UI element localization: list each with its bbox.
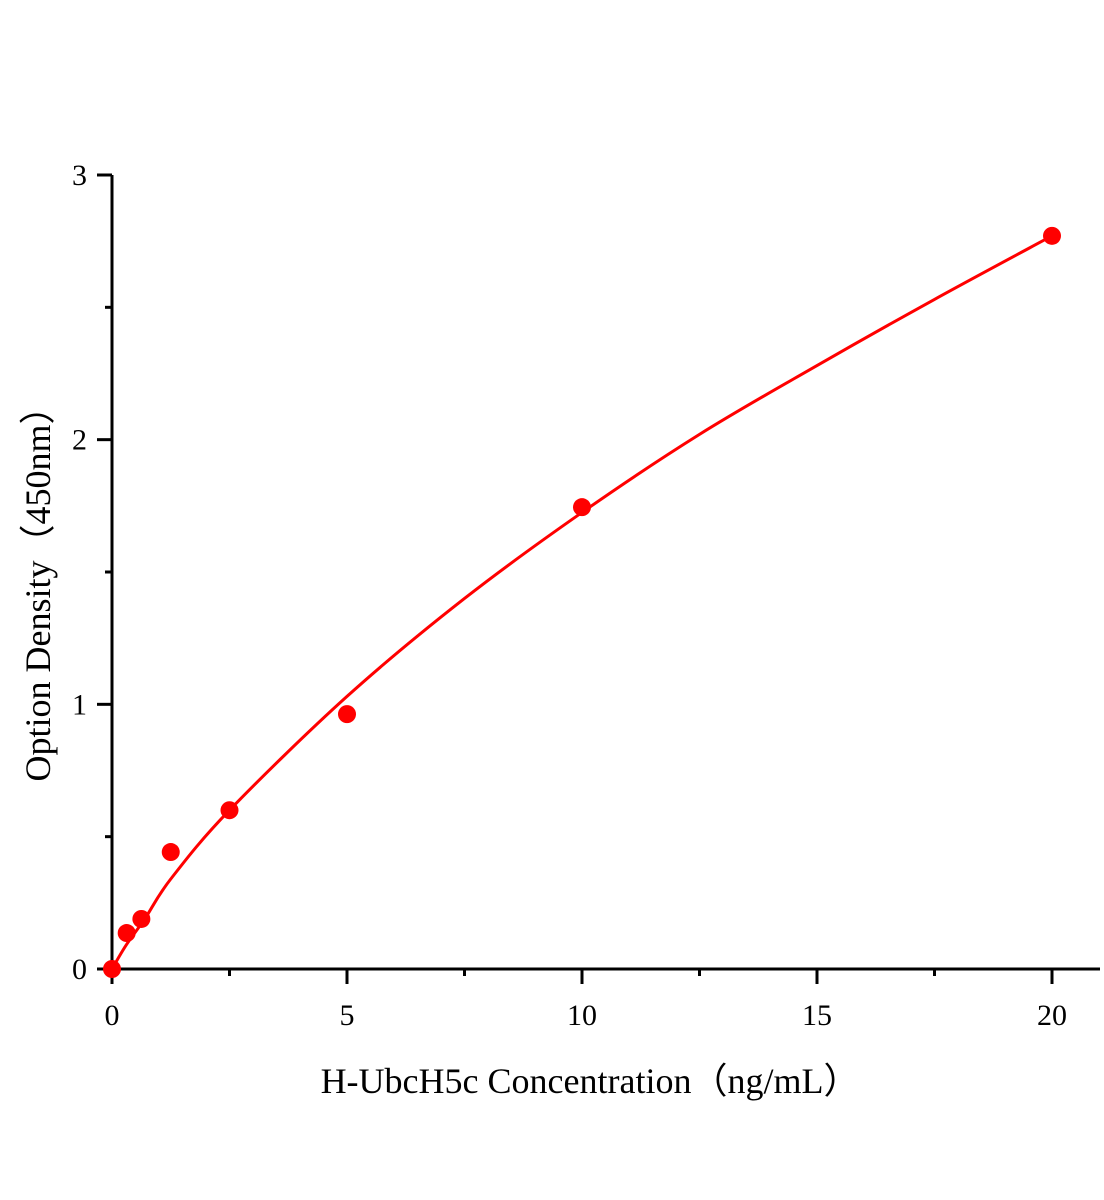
data-point bbox=[220, 801, 239, 820]
y-tick-label: 3 bbox=[72, 159, 87, 192]
y-tick-label: 1 bbox=[72, 688, 87, 721]
data-point bbox=[1043, 226, 1061, 245]
y-tick-label: 0 bbox=[72, 953, 87, 986]
y-tick-label: 2 bbox=[72, 424, 87, 457]
data-point bbox=[132, 909, 151, 928]
x-tick-label: 20 bbox=[1037, 999, 1067, 1032]
x-tick-label: 0 bbox=[105, 999, 120, 1032]
data-point bbox=[117, 924, 136, 943]
data-point bbox=[338, 705, 356, 724]
y-axis-label: Option Density（450nm） bbox=[18, 389, 58, 782]
x-tick-label: 10 bbox=[567, 999, 597, 1032]
x-axis-label: H-UbcH5c Concentration（ng/mL） bbox=[321, 1061, 860, 1101]
data-point bbox=[161, 843, 180, 862]
x-tick-label: 15 bbox=[802, 999, 832, 1032]
data-point bbox=[103, 960, 121, 978]
fit-curve bbox=[110, 234, 1053, 970]
x-tick-label: 5 bbox=[340, 999, 355, 1032]
fit-curve-layer bbox=[110, 234, 1053, 970]
axes: 0 5 10 15 20 0 1 2 3 bbox=[72, 159, 1100, 1032]
data-points-layer bbox=[103, 226, 1061, 978]
data-point bbox=[573, 498, 591, 517]
